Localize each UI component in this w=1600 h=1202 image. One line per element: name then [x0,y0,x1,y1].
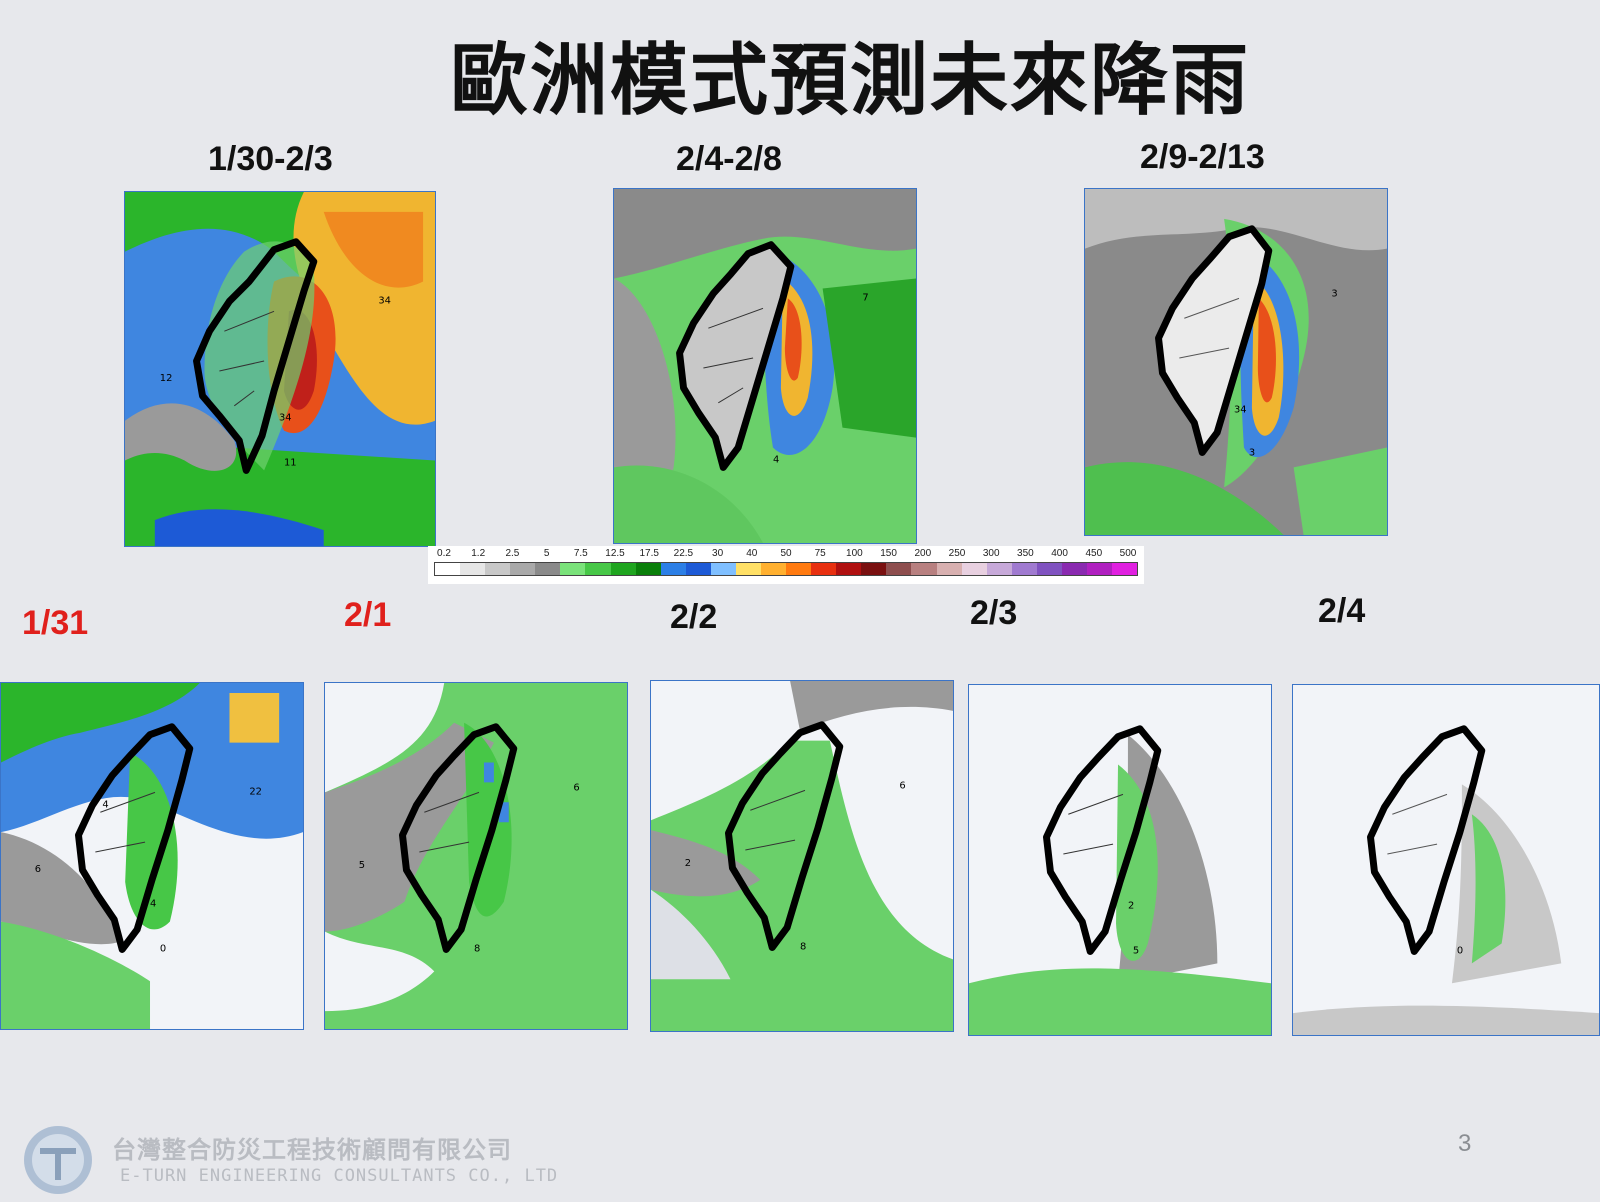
colorbar-tick-label: 0.2 [437,548,451,559]
colorbar-tick-label: 17.5 [639,548,659,559]
rainfall-map-7: 2 5 [968,684,1272,1036]
colorbar-swatch [1061,563,1088,575]
company-logo [20,1122,96,1198]
panel-label-3: 2/9-2/13 [1140,138,1265,176]
colorbar-tick-label: 30 [712,548,724,559]
colorbar-swatch [836,563,862,575]
panel-label-2: 2/4-2/8 [676,140,782,178]
colorbar-tick-label: 100 [846,548,863,559]
colorbar-tick-label: 350 [1017,548,1034,559]
colorbar-tick-label: 400 [1051,548,1068,559]
colorbar-tick-label: 300 [982,548,1000,559]
map-annotation: 5 [1133,945,1139,956]
colorbar-tick-label: 500 [1119,548,1137,559]
page-number: 3 [1458,1130,1472,1157]
map-annotation: 34 [279,413,292,424]
colorbar-swatch [786,563,812,575]
rainfall-map-4: 4 22 4 6 0 [0,682,304,1030]
panel-label-1: 1/30-2/3 [208,140,333,178]
panel-label-5: 2/1 [344,596,392,634]
rainfall-map-3: 3 34 3 [1084,188,1388,536]
map-annotation: 12 [160,373,173,384]
company-name-en: E-TURN ENGINEERING CONSULTANTS CO., LTD [120,1166,559,1186]
colorbar-tick-label: 75 [814,548,826,559]
colorbar-swatch [535,563,561,575]
colorbar-tick-label: 200 [914,548,932,559]
colorbar-swatch [685,563,711,575]
colorbar-swatch [710,563,736,575]
map-annotation: 11 [284,457,297,468]
colorbar-swatch [610,563,636,575]
panel-label-6: 2/2 [670,598,718,636]
colorbar-strip [434,562,1138,576]
colorbar-swatch [761,563,787,575]
colorbar-tick-label: 22.5 [673,548,694,559]
map-annotation: 4 [102,799,108,810]
colorbar-swatch [635,563,661,575]
map-annotation: 5 [359,860,365,871]
map-annotation: 2 [685,858,691,869]
colorbar-swatch [811,563,837,575]
colorbar-swatch [460,563,486,575]
panel-label-7: 2/3 [970,594,1018,632]
colorbar-swatch [911,563,937,575]
colorbar-swatch [1112,563,1138,575]
colorbar-swatch [485,563,511,575]
colorbar-tick-label: 2.5 [505,548,520,559]
map-annotation: 8 [800,941,806,952]
company-name-cn: 台灣整合防災工程技術顧問有限公司 [112,1136,512,1164]
colorbar-tick-label: 50 [780,548,792,559]
map-annotation: 6 [35,864,41,875]
colorbar-tick-label: 250 [948,548,966,559]
map-annotation: 6 [899,780,905,791]
map-annotation: 34 [1234,405,1247,416]
colorbar-swatch [936,563,962,575]
colorbar-swatch [886,563,912,575]
colorbar-tick-label: 40 [746,548,758,559]
colorbar-swatch [510,563,536,575]
slide-title: 歐洲模式預測未來降雨 [449,36,1250,126]
map-annotation: 3 [1249,447,1255,458]
map-annotation: 0 [1457,945,1463,956]
map-annotation: 4 [150,899,156,910]
map-annotation: 8 [474,943,480,954]
map-annotation: 6 [573,782,579,793]
panel-label-4: 1/31 [22,604,89,642]
colorbar-swatch [1011,563,1037,575]
rainfall-colorbar: 0.2 1.2 2.5 5 7.5 12.5 17.5 22.5 30 40 50 75 100 150 2… [428,546,1144,584]
colorbar-tick-label: 5 [543,548,550,559]
colorbar-tick-label: 1.2 [471,548,486,559]
colorbar-swatch [986,563,1012,575]
panel-label-8: 2/4 [1318,592,1366,630]
colorbar-tick-label: 150 [880,548,897,559]
colorbar-swatch [1036,563,1062,575]
colorbar-tick-label: 7.5 [573,548,588,559]
colorbar-swatch [660,563,686,575]
map-annotation: 4 [773,454,779,465]
colorbar-tick-label: 12.5 [605,548,625,559]
rainfall-map-1: 34 34 12 11 [124,191,436,547]
colorbar-swatch [560,563,586,575]
rainfall-map-2: 7 4 [613,188,917,544]
rainfall-map-6: 6 2 8 [650,680,954,1032]
colorbar-swatch [735,563,762,575]
colorbar-swatch [585,563,611,575]
map-annotation: 0 [160,943,166,954]
colorbar-swatch [861,563,887,575]
map-annotation: 7 [862,292,868,303]
colorbar-swatch [435,563,461,575]
map-annotation: 3 [1331,288,1337,299]
colorbar-swatch [961,563,987,575]
colorbar-swatch [1087,563,1113,575]
map-annotation: 2 [1128,901,1134,912]
colorbar-tick-label: 450 [1085,548,1103,559]
rainfall-map-5: 6 5 8 [324,682,628,1030]
rainfall-map-8: 0 [1292,684,1600,1036]
map-annotation: 34 [378,295,391,306]
map-annotation: 22 [249,786,262,797]
